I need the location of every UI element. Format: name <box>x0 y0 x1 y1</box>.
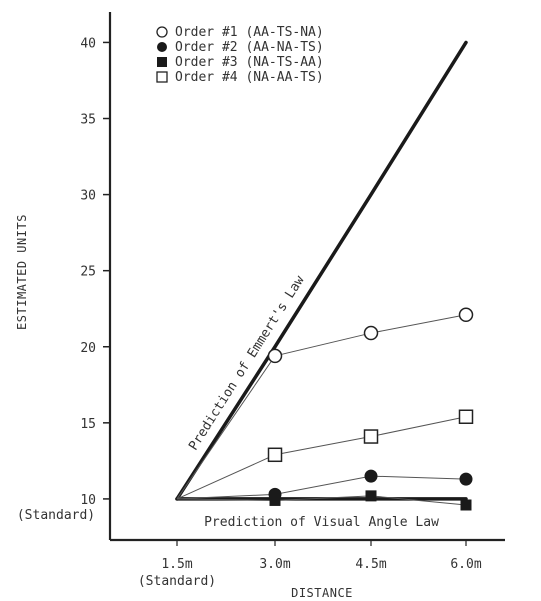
series-2-point <box>364 469 378 483</box>
y-tick-label: 40 <box>80 36 96 51</box>
y-tick-label: 35 <box>80 113 96 128</box>
legend-label: Order #2 (AA-NA-TS) <box>175 40 324 55</box>
y-tick-sublabel: (Standard) <box>17 508 95 523</box>
series-3-point <box>365 490 377 502</box>
y-tick-label: 10 <box>80 493 96 508</box>
y-tick-label: 30 <box>80 189 96 204</box>
legend-label: Order #1 (AA-TS-NA) <box>175 25 324 40</box>
series-lines <box>176 314 467 506</box>
legend: Order #1 (AA-TS-NA)Order #2 (AA-NA-TS)Or… <box>156 25 324 85</box>
legend-marker <box>157 42 167 52</box>
x-ticks: 1.5m 3.0m 4.5m 6.0m (Standard) <box>138 540 482 589</box>
legend-marker <box>156 26 168 38</box>
emmert-law-label: Prediction of Emmert's Law <box>186 273 308 453</box>
series-4-point <box>458 409 474 424</box>
visual-angle-law-label: Prediction of Visual Angle Law <box>204 515 439 530</box>
series-1-point <box>267 348 283 364</box>
y-tick-label: 15 <box>80 417 96 432</box>
series-2-point <box>459 472 473 486</box>
legend-marker <box>157 57 167 67</box>
series-4-point <box>363 429 379 444</box>
series-line-3 <box>176 495 467 506</box>
series-3-point <box>460 499 472 511</box>
x-tick-label: 6.0m <box>450 557 481 572</box>
series-line-2 <box>176 475 467 500</box>
y-tick-label: 25 <box>80 265 96 280</box>
y-axis-title: ESTIMATED UNITS <box>15 214 29 330</box>
series-line-4 <box>176 416 467 500</box>
prediction-lines: Prediction of Emmert's Law Prediction of … <box>175 40 468 530</box>
y-tick-label: 20 <box>80 341 96 356</box>
x-tick-label: 1.5m <box>161 557 192 572</box>
x-tick-sublabel: (Standard) <box>138 574 216 589</box>
x-tick-label: 4.5m <box>355 557 386 572</box>
x-axis-title: DISTANCE <box>291 586 353 600</box>
series-4-point <box>267 447 283 463</box>
series-markers <box>267 307 474 511</box>
legend-marker <box>156 71 168 83</box>
series-line-1 <box>176 314 467 500</box>
y-ticks: 10 15 20 25 30 35 40 (Standard) <box>17 36 110 523</box>
series-1-point <box>458 307 474 323</box>
legend-label: Order #4 (NA-AA-TS) <box>175 70 324 85</box>
series-3-point <box>269 494 281 506</box>
emmert-law-line <box>175 40 468 501</box>
series-1-point <box>363 325 379 341</box>
x-tick-label: 3.0m <box>259 557 290 572</box>
legend-label: Order #3 (NA-TS-AA) <box>175 55 324 70</box>
